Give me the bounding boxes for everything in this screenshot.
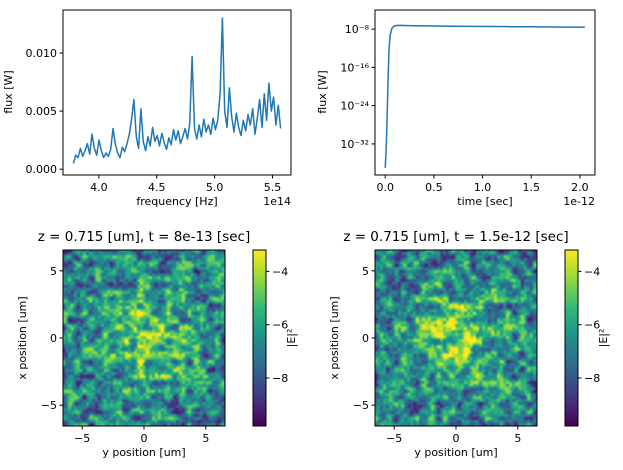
fluxtime-x-offset-label: 1e-12 [563, 195, 595, 208]
colorbar-right-ticks: −4 −6 −8 [578, 265, 600, 385]
colorbar-left-ticks: −4 −6 −8 [266, 265, 288, 385]
y-tick-label: 0 [50, 332, 57, 345]
y-tick-label: 10⁻²⁴ [340, 100, 369, 113]
heatmap-left-xlabel: y position [um] [102, 446, 185, 459]
heatmap-right-ticks: −5 0 5 5 0 −5 [353, 265, 522, 445]
x-tick-label: 5 [514, 432, 521, 445]
heatmap-right-title: z = 0.715 [um], t = 1.5e-12 [sec] [343, 229, 568, 245]
heatmap-right-frame [374, 249, 538, 427]
x-tick-label: 4.5 [148, 181, 166, 194]
colorbar-left-frame [252, 249, 267, 427]
y-tick-label: 0.005 [26, 105, 58, 118]
spectrum-axes-frame [62, 9, 292, 176]
heatmap-image-left [63, 250, 225, 426]
colorbar-tick-label: −6 [272, 319, 288, 332]
heatmap-left-ticks: −5 0 5 5 0 −5 [41, 265, 210, 445]
y-tick-label: 10⁻³² [340, 138, 369, 151]
y-tick-label: 5 [362, 265, 369, 278]
y-tick-label: −5 [41, 399, 57, 412]
colorbar-tick-label: −4 [272, 265, 288, 278]
y-tick-label: 10⁻⁸ [345, 23, 370, 36]
x-tick-label: 1.5 [522, 181, 540, 194]
y-tick-label: 0.010 [26, 47, 58, 60]
colorbar-tick-label: −4 [584, 265, 600, 278]
spectrum-xlabel: frequency [Hz] [136, 195, 217, 208]
fluxtime-ticks: 0.0 0.5 1.0 1.5 2.0 10⁻⁸ 10⁻¹⁶ 10⁻²⁴ 10⁻³² [340, 23, 588, 194]
y-tick-label: 0 [362, 332, 369, 345]
heatmap-image-right [375, 250, 537, 426]
x-tick-label: 5 [202, 432, 209, 445]
heatmap-right-xlabel: y position [um] [414, 446, 497, 459]
x-tick-label: 2.0 [571, 181, 589, 194]
x-tick-label: −5 [74, 432, 90, 445]
y-tick-label: 0.000 [26, 163, 58, 176]
x-tick-label: 1.0 [474, 181, 492, 194]
spectrum-ylabel: flux [W] [2, 70, 15, 113]
x-tick-label: 0 [453, 432, 460, 445]
colorbar-tick-label: −6 [584, 319, 600, 332]
x-tick-label: −5 [386, 432, 402, 445]
colorbar-tick-label: −8 [272, 372, 288, 385]
spectrum-x-offset-label: 1e14 [263, 195, 291, 208]
subplot-heatmap-left: −5 0 5 5 0 −5 −4 −6 −8 z = 0.715 [um], t = 8e-1… [16, 229, 298, 459]
y-tick-label: −5 [353, 399, 369, 412]
y-tick-label: 5 [50, 265, 57, 278]
subplot-spectrum: 4.0 4.5 5.0 5.5 0.000 0.005 0.010 frequency [H… [2, 9, 292, 208]
subplot-heatmap-right: −5 0 5 5 0 −5 −4 −6 −8 z = 0.715 [um], t = 1.5e… [328, 229, 610, 459]
x-tick-label: 0 [141, 432, 148, 445]
x-tick-label: 0.0 [376, 181, 394, 194]
heatmap-left-ylabel: x position [um] [16, 296, 29, 379]
colorbar-right [565, 250, 578, 426]
x-tick-label: 5.0 [206, 181, 224, 194]
y-tick-label: 10⁻¹⁶ [340, 61, 369, 74]
colorbar-left-label: |E|² [285, 329, 298, 348]
heatmap-right-ylabel: x position [um] [328, 296, 341, 379]
colorbar-right-frame [564, 249, 579, 427]
fluxtime-xlabel: time [sec] [457, 195, 512, 208]
x-tick-label: 0.5 [425, 181, 443, 194]
colorbar-tick-label: −8 [584, 372, 600, 385]
x-tick-label: 4.0 [90, 181, 108, 194]
heatmap-left-title: z = 0.715 [um], t = 8e-13 [sec] [38, 229, 250, 245]
subplot-flux-time: 0.0 0.5 1.0 1.5 2.0 10⁻⁸ 10⁻¹⁶ 10⁻²⁴ 10⁻³² time … [316, 9, 596, 208]
x-tick-label: 5.5 [264, 181, 282, 194]
fluxtime-ylabel: flux [W] [316, 70, 329, 113]
spectrum-ticks: 4.0 4.5 5.0 5.5 0.000 0.005 0.010 [26, 47, 282, 194]
colorbar-left [253, 250, 266, 426]
fluxtime-line [384, 24, 585, 168]
colorbar-right-label: |E|² [597, 329, 610, 348]
spectrum-line [72, 17, 282, 164]
fluxtime-axes-frame [374, 9, 596, 176]
heatmap-left-frame [62, 249, 226, 427]
